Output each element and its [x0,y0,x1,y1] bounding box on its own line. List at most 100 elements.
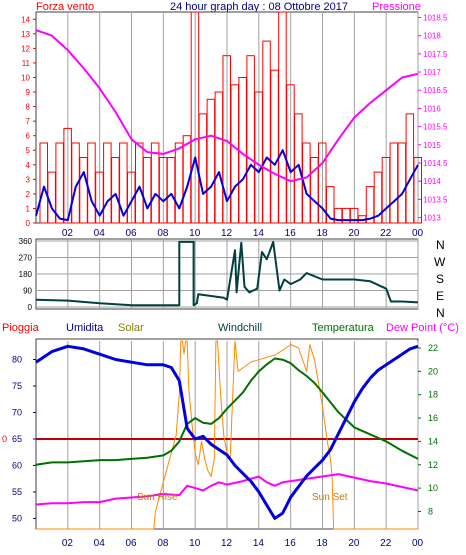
weather-x-tick-label: 22 [380,538,392,549]
pressure-y-tick-label: 1014 [423,177,441,186]
weather-panel: 02 04 06 08 10 12 14 16 18 20 22 00 50 55 60 65 70 75 80 8 1… [2,340,438,549]
temperature-y-tick-label: 14 [428,436,438,446]
direction-y-tick-label: 180 [19,270,33,279]
wind-y-tick-label: 12 [21,44,30,53]
wind-direction-line [35,240,419,307]
pressure-y-tick-label: 1016.5 [423,86,448,95]
wind-y-tick-label: 14 [21,15,30,24]
wind-x-tick-label: 20 [348,228,360,239]
wind-gust-bar [318,142,327,224]
wind-x-tick-label: 22 [380,228,392,239]
wind-x-tick-label: 02 [62,228,74,239]
pressure-y-tick-label: 1018 [423,32,441,41]
weather-x-tick-label: 04 [94,538,106,549]
dew-point-label: Dew Point (°C) [386,322,459,334]
sun-set-annotation: Sun Set [312,492,348,503]
wind-gust-bar [413,157,422,224]
humidity-y-tick-label: 65 [12,434,22,444]
sun-rise-annotation: Sun Rise [137,492,178,503]
temperature-y-tick-label: 10 [428,483,438,493]
wind-mean-line [35,149,419,222]
direction-y-tick-label: 0 [28,303,33,312]
pressure-y-tick-label: 1014.5 [423,159,448,168]
wind-y-tick-label: 10 [21,73,30,82]
pressure-y-tick-label: 1015 [423,141,441,150]
wind-y-tick-label: 13 [21,30,30,39]
wind-force-label: Forza vento [36,1,94,13]
rain-y-tick-label: 0 [2,434,7,444]
pressure-y-tick-label: 1018.5 [423,13,448,22]
direction-y-tick-label: 90 [23,287,32,296]
pressure-y-tick-label: 1013.5 [423,195,448,204]
wind-y-tick-label: 11 [22,59,31,68]
wind-gust-bar [326,186,335,224]
wind-x-tick-label: 06 [126,228,138,239]
temperature-y-tick-label: 22 [428,343,438,353]
wind-y-tick-label: 1 [26,204,31,213]
weather-x-tick-label: 02 [62,538,74,549]
temperature-y-tick-label: 20 [428,366,438,376]
wind-x-tick-label: 08 [157,228,169,239]
wind-panel: 02 04 06 08 10 12 14 16 18 20 22 000123456789101112… [21,11,448,239]
pressure-y-tick-label: 1017.5 [423,50,448,59]
wind-y-tick-label: 0 [26,219,31,228]
dew-point-line [35,473,419,506]
humidity-label: Umidita [66,322,104,334]
weather-x-tick-label: 18 [317,538,329,549]
wind-y-tick-label: 3 [26,175,31,184]
wind-x-tick-label: 18 [317,228,329,239]
direction-y-tick-label: 360 [19,237,33,246]
humidity-y-tick-label: 70 [12,407,22,417]
weather-x-tick-label: 08 [157,538,169,549]
wind-x-tick-label: 16 [285,228,297,239]
wind-y-tick-label: 5 [26,146,31,155]
wind-x-tick-label: 12 [221,228,233,239]
rain-label: Pioggia [2,322,40,334]
weather-x-tick-label: 12 [221,538,233,549]
weather-x-tick-label: 14 [253,538,265,549]
direction-letter-e: E [436,289,444,303]
humidity-y-tick-label: 50 [12,513,22,523]
wind-x-tick-label: 00 [412,228,424,239]
humidity-y-tick-label: 75 [12,381,22,391]
temperature-y-tick-label: 16 [428,413,438,423]
wind-y-tick-label: 9 [26,88,31,97]
solar-line [36,340,418,530]
wind-y-tick-label: 8 [26,103,31,112]
wind-y-tick-label: 4 [26,161,31,170]
windchill-label: Windchill [218,322,262,334]
temperature-y-tick-label: 18 [428,390,438,400]
weather-x-tick-label: 00 [412,538,424,549]
direction-letter-n-bottom: N [436,306,445,320]
direction-letter-w: W [434,255,446,269]
wind-x-tick-label: 10 [189,228,201,239]
humidity-line [35,344,419,520]
pressure-label: Pressione [372,1,421,13]
pressure-y-tick-label: 1015.5 [423,123,448,132]
pressure-line [35,29,419,183]
pressure-y-tick-label: 1017 [423,68,441,77]
weather-x-tick-label: 16 [285,538,297,549]
direction-letter-n-top: N [436,238,445,252]
weather-x-tick-label: 06 [126,538,138,549]
temperature-y-tick-label: 12 [428,460,438,470]
wind-x-tick-label: 14 [253,228,265,239]
humidity-y-tick-label: 55 [12,487,22,497]
temperature-line [35,357,419,466]
direction-panel: 0 90 180 270 360 [19,237,419,312]
weather-x-tick-label: 10 [189,538,201,549]
wind-y-tick-label: 2 [26,190,31,199]
direction-y-tick-label: 270 [19,254,33,263]
pressure-y-tick-label: 1013 [423,214,441,223]
wind-y-tick-label: 7 [26,117,31,126]
temperature-y-tick-label: 8 [428,506,433,516]
temperature-label: Temperatura [312,322,375,334]
solar-label: Solar [118,322,144,334]
wind-y-tick-label: 6 [26,132,31,141]
weather-x-tick-label: 20 [348,538,360,549]
pressure-y-tick-label: 1016 [423,104,441,113]
humidity-y-tick-label: 60 [12,460,22,470]
humidity-y-tick-label: 80 [12,355,22,365]
